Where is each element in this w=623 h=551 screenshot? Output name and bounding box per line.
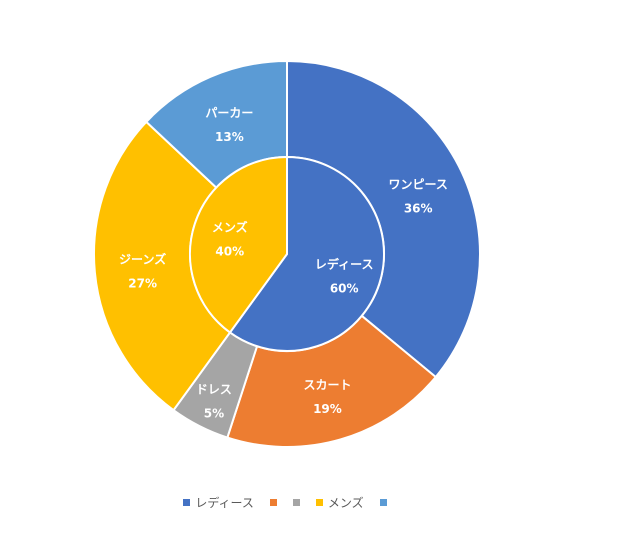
- legend-swatch-2: [292, 498, 300, 506]
- inner-value-label-0: 60%: [330, 282, 359, 296]
- outer-category-label-3: ジーンズ: [119, 252, 166, 267]
- inner-slice-1: [189, 155, 288, 334]
- legend-entry-2: [292, 494, 300, 510]
- inner-category-label-1: メンズ: [212, 219, 248, 234]
- legend-entry-4: [379, 494, 387, 510]
- legend-entry-0: レディース: [183, 494, 254, 510]
- legend-entry-1: [269, 494, 277, 510]
- outer-category-label-1: スカート: [303, 378, 351, 392]
- outer-value-label-1: 19%: [313, 402, 342, 416]
- outer-value-label-4: 13%: [215, 130, 244, 144]
- inner-ring: [189, 155, 385, 352]
- legend-swatch-3: [315, 498, 323, 506]
- inner-value-label-1: 40%: [215, 244, 244, 258]
- outer-category-label-2: ドレス: [196, 382, 232, 396]
- slice-labels: ワンピース 36% スカート 19% ドレス 5% ジーンズ 27% パーカー 13% レディース 6…: [119, 106, 448, 421]
- outer-category-label-4: パーカー: [205, 106, 253, 120]
- legend-swatch-0: [183, 498, 191, 506]
- outer-value-label-0: 36%: [404, 201, 433, 215]
- inner-slice-0: [228, 155, 385, 352]
- outer-category-label-0: ワンピース: [388, 177, 447, 191]
- outer-ring: [93, 59, 481, 448]
- legend-label-0: レディース: [195, 495, 254, 510]
- legend-swatch-4: [379, 498, 387, 506]
- legend-label-3: メンズ: [327, 495, 364, 510]
- legend-swatch-1: [269, 498, 277, 506]
- chart-legend: レディース メンズ: [0, 494, 580, 510]
- outer-value-label-2: 5%: [204, 406, 224, 420]
- legend-entry-3: メンズ: [315, 494, 364, 510]
- inner-category-label-0: レディース: [315, 257, 374, 272]
- outer-value-label-3: 27%: [128, 277, 157, 291]
